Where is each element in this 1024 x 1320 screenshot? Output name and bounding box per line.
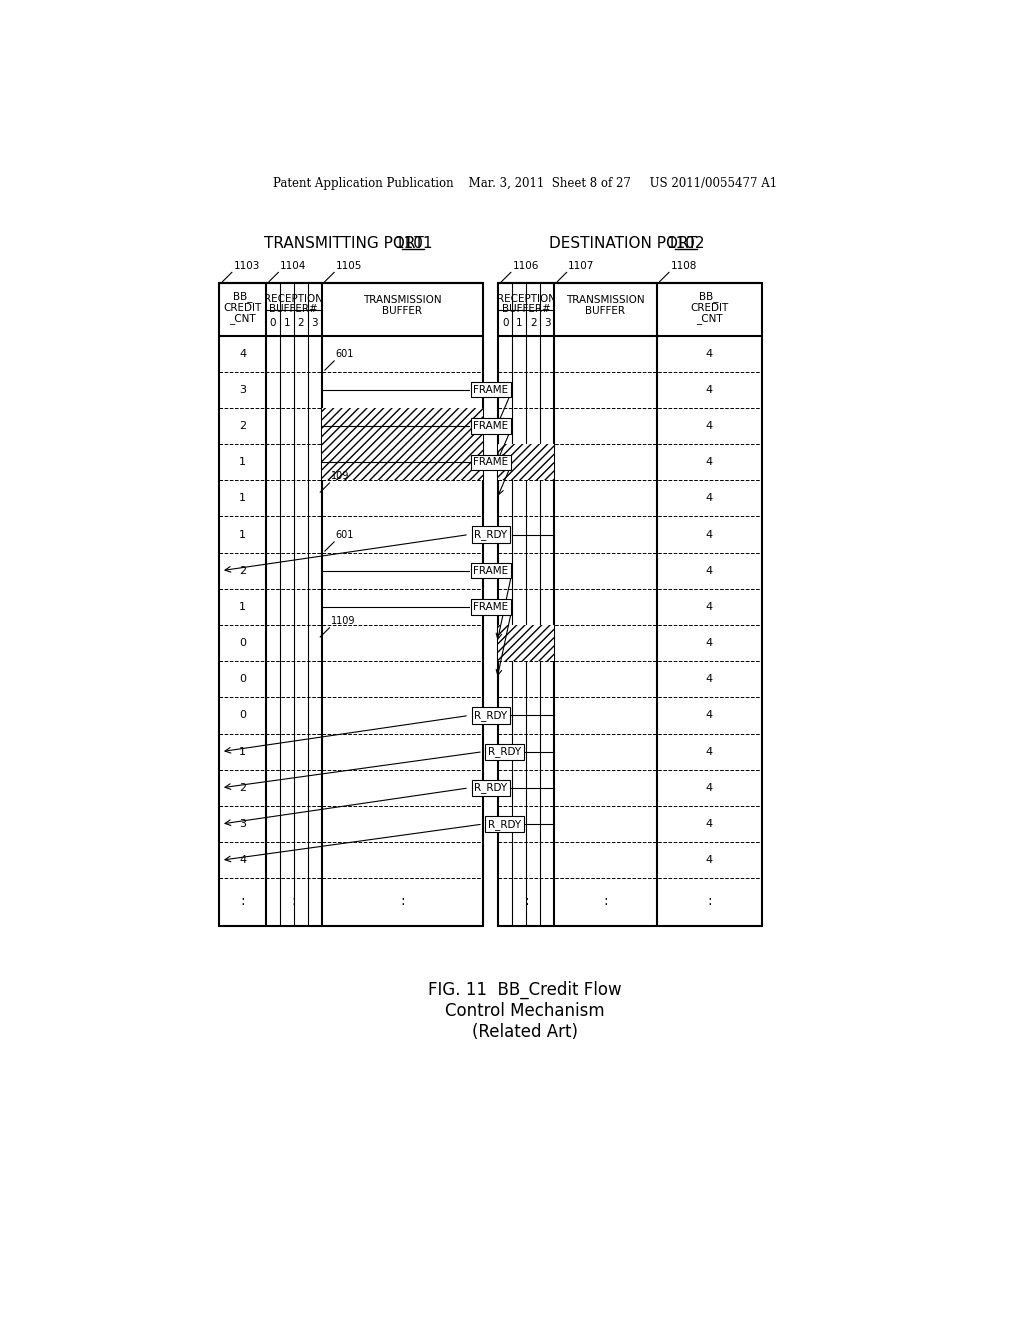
Text: 4: 4 (706, 747, 713, 756)
Text: 1108: 1108 (671, 261, 697, 271)
Text: CREDIT: CREDIT (690, 302, 728, 313)
Text: 1: 1 (240, 494, 246, 503)
Text: BB_: BB_ (699, 292, 719, 302)
Text: 1: 1 (240, 602, 246, 612)
Text: TRANSMITTING PORT: TRANSMITTING PORT (263, 235, 423, 251)
Bar (499, 284, 762, 927)
Text: R_RDY: R_RDY (474, 783, 507, 793)
Text: 4: 4 (706, 675, 713, 684)
Text: :: : (241, 895, 245, 908)
Text: RECEPTION: RECEPTION (497, 293, 556, 304)
Bar (322, 408, 483, 480)
Text: Control Mechanism: Control Mechanism (445, 1002, 604, 1020)
Text: 4: 4 (706, 566, 713, 576)
Text: 4: 4 (706, 783, 713, 793)
Text: :: : (707, 895, 712, 908)
Text: RECEPTION: RECEPTION (264, 293, 324, 304)
Text: _CNT: _CNT (696, 313, 723, 323)
Text: 2: 2 (240, 783, 246, 793)
Text: 2: 2 (240, 566, 246, 576)
Text: 1104: 1104 (280, 261, 306, 271)
Text: R_RDY: R_RDY (474, 710, 507, 721)
Text: FRAME: FRAME (473, 566, 508, 576)
Bar (499, 444, 554, 480)
Text: 1: 1 (240, 747, 246, 756)
Text: 4: 4 (706, 421, 713, 430)
Text: Patent Application Publication    Mar. 3, 2011  Sheet 8 of 27     US 2011/005547: Patent Application Publication Mar. 3, 2… (272, 177, 777, 190)
Text: TRANSMISSION: TRANSMISSION (364, 296, 441, 305)
Text: :: : (292, 895, 296, 908)
Text: 3: 3 (544, 318, 551, 329)
Text: 4: 4 (706, 602, 713, 612)
Text: 1106: 1106 (512, 261, 539, 271)
Text: 1: 1 (516, 318, 522, 329)
Text: :: : (524, 895, 528, 908)
Text: 0: 0 (240, 675, 246, 684)
Text: 2: 2 (298, 318, 304, 329)
Text: 1: 1 (240, 457, 246, 467)
Text: 4: 4 (706, 855, 713, 865)
Text: TRANSMISSION: TRANSMISSION (566, 296, 645, 305)
Text: BUFFER#: BUFFER# (502, 305, 551, 314)
Text: 0: 0 (240, 710, 246, 721)
Text: BUFFER: BUFFER (382, 306, 422, 315)
Text: :: : (603, 895, 607, 908)
Text: 1103: 1103 (233, 261, 260, 271)
Text: 109: 109 (331, 471, 349, 482)
Text: 1: 1 (240, 529, 246, 540)
Text: 4: 4 (706, 348, 713, 359)
Text: FIG. 11  BB_Credit Flow: FIG. 11 BB_Credit Flow (428, 981, 622, 999)
Text: FRAME: FRAME (473, 385, 508, 395)
Text: 3: 3 (240, 385, 246, 395)
Text: FRAME: FRAME (473, 421, 508, 430)
Text: :: : (400, 895, 404, 908)
Text: 4: 4 (706, 385, 713, 395)
Text: 2: 2 (240, 421, 246, 430)
Text: 4: 4 (240, 348, 246, 359)
Text: 1: 1 (284, 318, 290, 329)
Text: 1105: 1105 (336, 261, 362, 271)
Text: _CNT: _CNT (229, 313, 256, 323)
Text: FRAME: FRAME (473, 457, 508, 467)
Text: 1109: 1109 (331, 616, 355, 626)
Text: 0: 0 (502, 318, 509, 329)
Text: 1107: 1107 (568, 261, 595, 271)
Text: 2: 2 (530, 318, 537, 329)
Text: R_RDY: R_RDY (488, 746, 521, 758)
Text: 4: 4 (706, 529, 713, 540)
Text: 601: 601 (336, 350, 354, 359)
Text: BB_: BB_ (232, 292, 253, 302)
Text: 3: 3 (311, 318, 318, 329)
Text: R_RDY: R_RDY (488, 818, 521, 829)
Text: DESTINATION PORT: DESTINATION PORT (549, 235, 696, 251)
Text: 1101: 1101 (394, 235, 432, 251)
Text: BUFFER: BUFFER (586, 306, 626, 315)
Text: 0: 0 (240, 638, 246, 648)
Text: 4: 4 (706, 494, 713, 503)
Bar (499, 626, 554, 661)
Text: 0: 0 (269, 318, 276, 329)
Text: 4: 4 (706, 710, 713, 721)
Text: 3: 3 (240, 820, 246, 829)
Text: 601: 601 (336, 531, 354, 540)
Text: 4: 4 (706, 457, 713, 467)
Text: FRAME: FRAME (473, 602, 508, 612)
Text: CREDIT: CREDIT (223, 302, 262, 313)
Text: 4: 4 (240, 855, 246, 865)
Text: BUFFER#: BUFFER# (269, 305, 318, 314)
Text: 4: 4 (706, 638, 713, 648)
Text: 1102: 1102 (667, 235, 706, 251)
Text: (Related Art): (Related Art) (472, 1023, 578, 1041)
Bar (219, 284, 483, 927)
Text: 4: 4 (706, 820, 713, 829)
Text: R_RDY: R_RDY (474, 529, 507, 540)
